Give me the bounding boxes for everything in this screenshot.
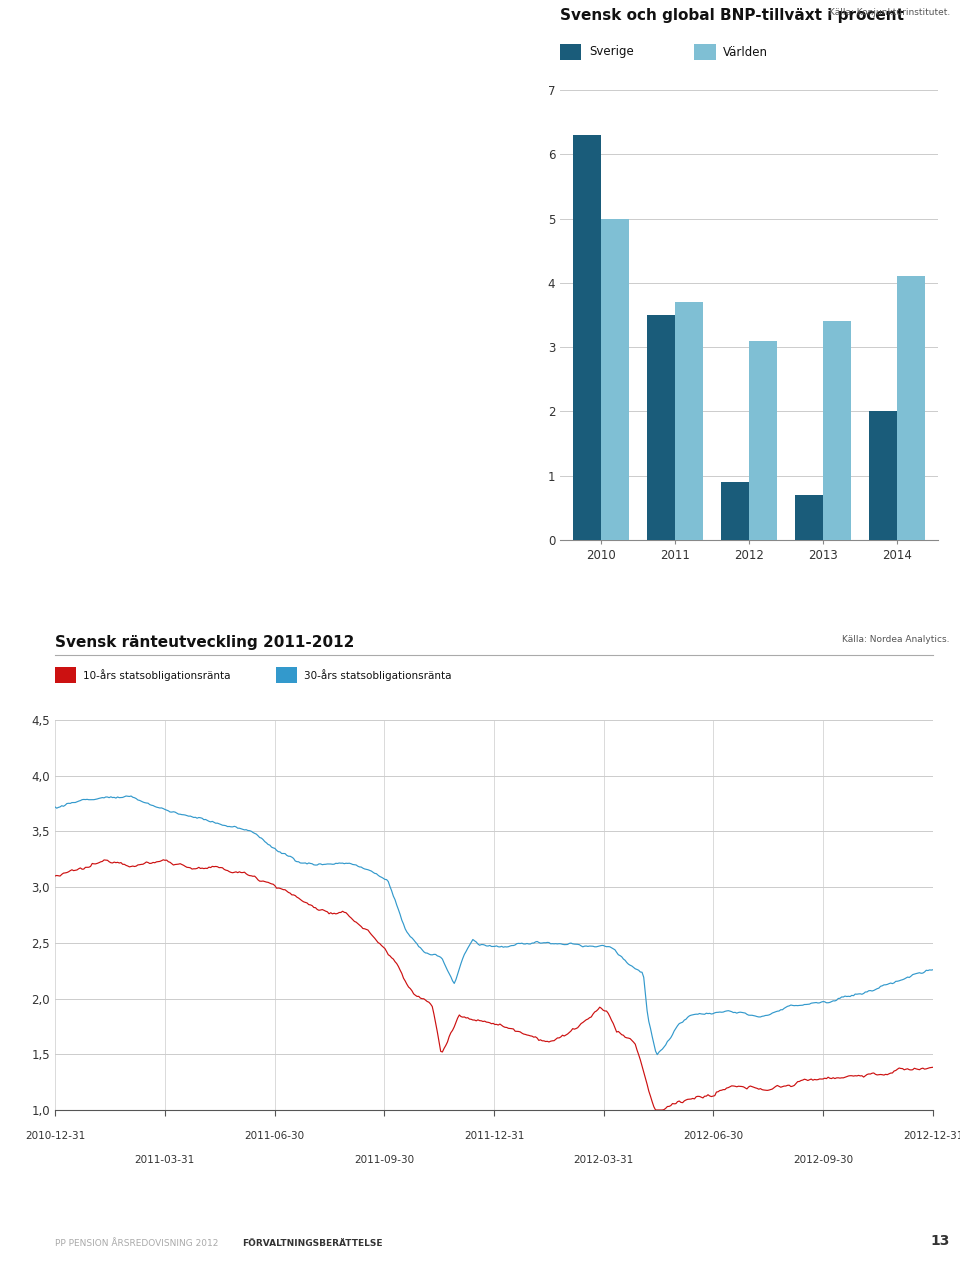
Bar bbox=[647, 314, 675, 540]
Text: Svensk ränteutveckling 2011-2012: Svensk ränteutveckling 2011-2012 bbox=[55, 635, 354, 650]
Text: 2011-03-31: 2011-03-31 bbox=[134, 1155, 195, 1165]
Bar bbox=[721, 482, 749, 540]
Text: 2011-06-30: 2011-06-30 bbox=[245, 1131, 304, 1141]
Bar bbox=[601, 218, 629, 540]
Text: Källa: Nordea Analytics.: Källa: Nordea Analytics. bbox=[843, 635, 950, 644]
Text: 2011-09-30: 2011-09-30 bbox=[354, 1155, 415, 1165]
Bar bbox=[572, 134, 601, 540]
Text: 13: 13 bbox=[930, 1234, 950, 1248]
Text: 2012-09-30: 2012-09-30 bbox=[793, 1155, 853, 1165]
Text: 2011-12-31: 2011-12-31 bbox=[464, 1131, 524, 1141]
Bar bbox=[749, 341, 778, 540]
Text: 10-års statsobligationsränta: 10-års statsobligationsränta bbox=[83, 670, 230, 681]
Text: Källa: Konjunkturinstitutet.: Källa: Konjunkturinstitutet. bbox=[828, 8, 950, 16]
Bar bbox=[795, 495, 823, 540]
Text: PP PENSION ÅRSREDOVISNING 2012: PP PENSION ÅRSREDOVISNING 2012 bbox=[55, 1239, 224, 1248]
Bar bbox=[869, 411, 898, 540]
Bar bbox=[823, 321, 852, 540]
Text: 2012-12-31: 2012-12-31 bbox=[902, 1131, 960, 1141]
Text: 30-års statsobligationsränta: 30-års statsobligationsränta bbox=[303, 670, 451, 681]
Text: 2012-03-31: 2012-03-31 bbox=[574, 1155, 634, 1165]
Text: Svensk och global BNP-tillväxt i procent: Svensk och global BNP-tillväxt i procent bbox=[560, 8, 904, 23]
Text: Världen: Världen bbox=[723, 46, 768, 58]
Bar bbox=[675, 302, 703, 540]
Text: Sverige: Sverige bbox=[588, 46, 634, 58]
Text: 2010-12-31: 2010-12-31 bbox=[25, 1131, 85, 1141]
Bar bbox=[898, 276, 925, 540]
Text: 2012-06-30: 2012-06-30 bbox=[684, 1131, 744, 1141]
Text: FÖRVALTNINGSBERÄTTELSE: FÖRVALTNINGSBERÄTTELSE bbox=[242, 1239, 383, 1248]
